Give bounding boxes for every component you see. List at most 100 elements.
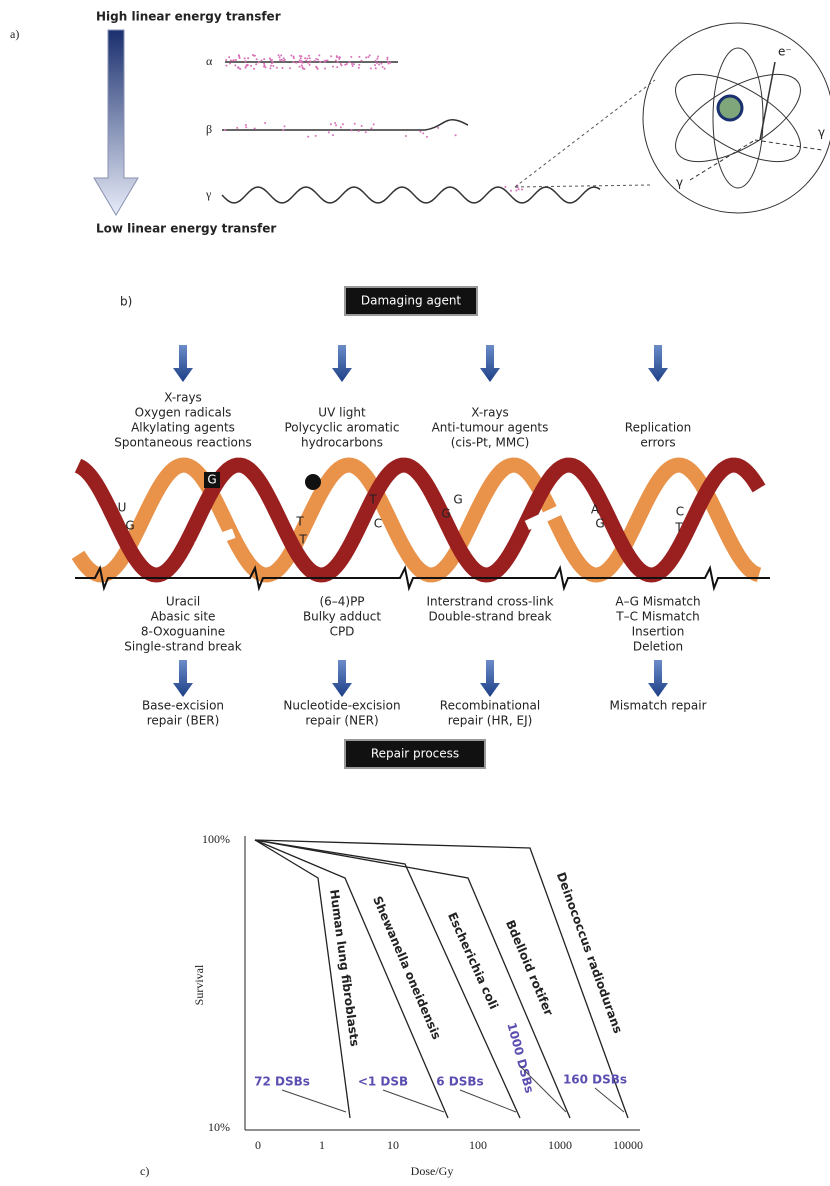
beta-label: β [206,122,212,136]
text-line: Base-excision [142,699,224,713]
dot [272,65,274,67]
arrow [173,660,193,697]
dot [349,61,351,63]
arrow [173,345,193,382]
text-line: X-rays [471,406,509,420]
text-line: Bulky adduct [303,610,381,624]
dot [301,64,303,66]
text-line: errors [640,436,675,450]
dsb-label: 1000 DSBs [504,1021,536,1095]
base-label: T [298,533,307,547]
text-line: repair (HR, EJ) [448,714,533,728]
dot [422,132,424,134]
arrow [648,660,668,697]
atom-label: e⁻ [778,45,792,59]
dot [258,61,260,63]
dot [256,58,258,60]
dot [370,127,372,129]
dot [290,54,292,56]
panel-label: c) [140,1164,149,1178]
dot [367,56,369,58]
text-line: X-rays [164,391,202,405]
y-tick-label: 100% [202,832,230,846]
species-label: Shewanella oneidensis [370,894,444,1041]
dot [244,67,246,69]
dot [228,56,230,58]
dot [237,66,239,68]
base-label: G [125,519,134,533]
dot [269,57,271,59]
dot [263,58,265,60]
dot [380,63,382,65]
dot [365,56,367,58]
dot [239,68,241,70]
dot [269,67,271,69]
dot [358,56,360,58]
dsb-label: 160 DSBs [563,1073,627,1087]
gamma-track [222,187,600,203]
dot [279,59,281,61]
dot [276,67,278,69]
dot [301,55,303,57]
dot [382,66,384,68]
dot [330,55,332,57]
dot [305,60,307,62]
text-line: Insertion [632,625,685,639]
dot [518,188,520,190]
dot [264,122,266,124]
text-line: A–G Mismatch [615,595,700,609]
dot [239,57,241,59]
dot [332,134,334,136]
text-line: 8-Oxoguanine [141,625,225,639]
dot [247,57,249,59]
repair-process: Repair process [371,747,459,761]
dot [336,66,338,68]
dot [455,134,457,136]
dot [233,59,235,61]
figure: a) High linear energy transfer Low linea… [0,0,830,1186]
dot [342,123,344,125]
dot [354,123,356,125]
dot [350,56,352,58]
dot [346,63,348,65]
x-tick-label: 10000 [613,1138,643,1152]
dot [340,126,342,128]
dot [370,68,372,70]
base-label: T [295,515,304,529]
y-axis-label: Survival [192,964,206,1005]
y-tick-label: 10% [208,1120,230,1134]
text-line: Uracil [166,595,200,609]
dna-helix: UGGTTTCGGAGCT [75,465,770,588]
dot [245,126,247,128]
dot [328,131,330,133]
arrow [332,660,352,697]
dot [253,68,255,70]
pointer [595,1088,624,1112]
dot [225,65,227,67]
dot [279,56,281,58]
dot [335,124,337,126]
dot [387,63,389,65]
dot [236,127,238,129]
dot [351,63,353,65]
dot [376,62,378,64]
dot [263,63,265,65]
dot [318,54,320,56]
text-line: repair (NER) [305,714,378,728]
dot [334,122,336,124]
text-line: Anti-tumour agents [432,421,549,435]
damaging-agent: Damaging agent [361,294,462,308]
dot [229,62,231,64]
species-label: Escherichia coli [445,910,501,1011]
x-tick-label: 10 [387,1138,399,1152]
dot [504,186,506,188]
dot [271,59,273,61]
dot [309,64,311,66]
dot [319,61,321,63]
pointer [383,1090,444,1112]
dsb-label: 6 DSBs [436,1075,483,1089]
survival-curves: 0110100100010000Human lung fibroblastsSh… [254,840,643,1152]
dot [324,68,326,70]
atom-label: γ [818,126,825,140]
dot [306,58,308,60]
